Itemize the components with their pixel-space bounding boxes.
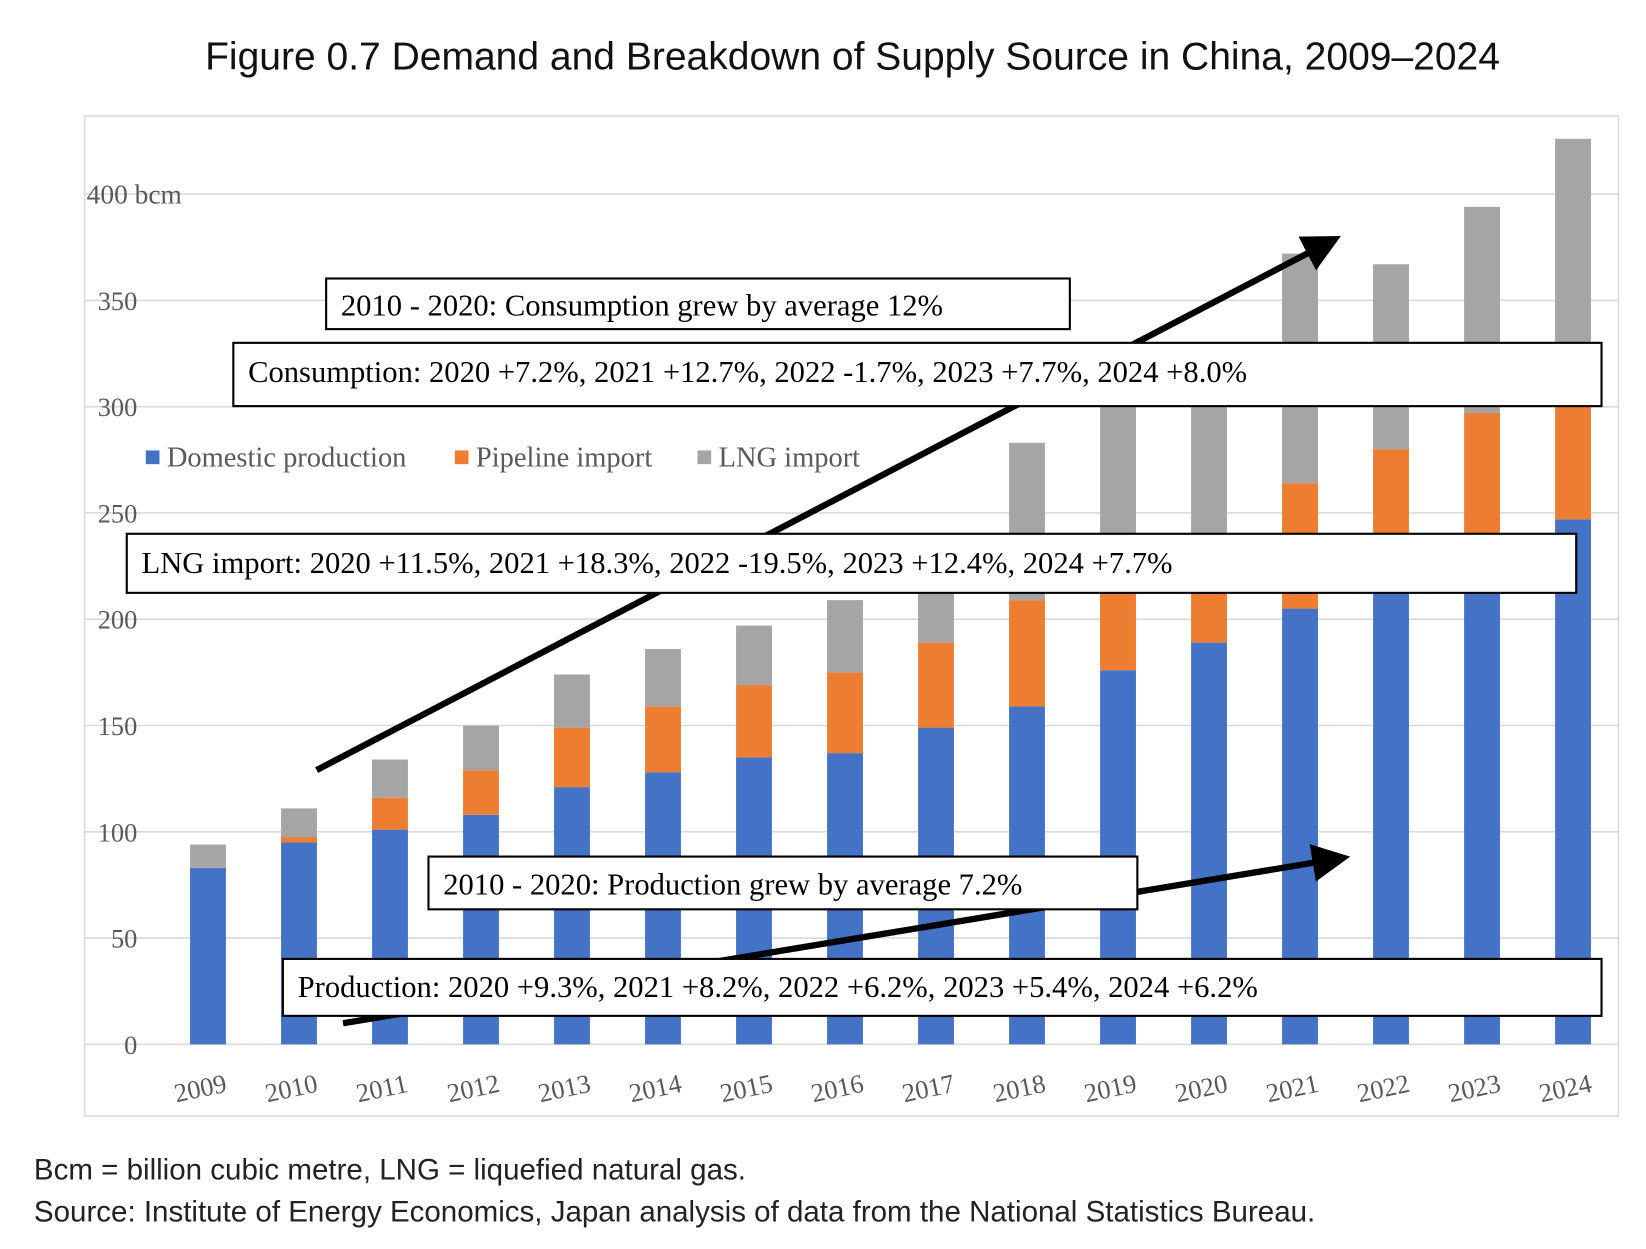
annotation-production-avg: 2010 - 2020: Production grew by average … <box>427 855 1139 911</box>
footnote-source: Source: Institute of Energy Economics, J… <box>34 1196 1315 1229</box>
bar-lng-import-2009 <box>190 844 226 868</box>
legend-swatch <box>454 450 469 465</box>
bar-pipeline-import-2018 <box>1009 600 1045 707</box>
bar-lng-import-2015 <box>736 625 772 686</box>
annotation-consumption: Consumption: 2020 +7.2%, 2021 +12.7%, 20… <box>232 341 1603 408</box>
legend-swatch <box>697 450 712 465</box>
y-tick-label: 400 bcm <box>87 180 182 210</box>
footnote-abbreviations: Bcm = billion cubic metre, LNG = liquefi… <box>34 1153 746 1186</box>
y-tick-label: 150 <box>98 712 138 741</box>
y-tick-label: 200 <box>98 606 138 635</box>
bar-lng-import-2014 <box>645 648 681 707</box>
annotation-production: Production: 2020 +9.3%, 2021 +8.2%, 2022… <box>281 957 1603 1017</box>
y-axis: 0 50 100 150 200 250 300 350 400 bcm <box>87 180 182 1060</box>
bar-pipeline-import-2014 <box>645 706 681 773</box>
bar-pipeline-import-2016 <box>827 672 863 754</box>
svg-text:2010 - 2020: Production grew b: 2010 - 2020: Production grew by average … <box>443 868 1022 902</box>
legend-swatch <box>145 450 160 465</box>
legend-label: Domestic production <box>167 442 407 473</box>
bar-lng-import-2010 <box>281 808 317 838</box>
legend: Domestic production Pipeline import LNG im… <box>145 442 861 473</box>
legend-label: LNG import <box>719 442 861 473</box>
y-tick-label: 100 <box>98 818 138 847</box>
bar-pipeline-import-2012 <box>463 770 499 815</box>
consumption-arrow <box>315 235 1341 773</box>
annotation-consumption-avg: 2010 - 2020: Consumption grew by average… <box>325 277 1071 331</box>
chart-title: Figure 0.7 Demand and Breakdown of Suppl… <box>205 36 1500 79</box>
svg-text:LNG import: 2020 +11.5%, 2021: LNG import: 2020 +11.5%, 2021 +18.3%, 20… <box>142 546 1173 580</box>
svg-text:Production: 2020 +9.3%, 2021 +: Production: 2020 +9.3%, 2021 +8.2%, 2022… <box>298 970 1258 1004</box>
y-tick-label: 300 <box>98 393 138 422</box>
bar-lng-import-2016 <box>827 600 863 673</box>
svg-text:Consumption: 2020 +7.2%, 2021: Consumption: 2020 +7.2%, 2021 +12.7%, 20… <box>248 355 1247 389</box>
y-tick-label: 50 <box>111 925 137 954</box>
annotation-lng: LNG import: 2020 +11.5%, 2021 +18.3%, 20… <box>125 532 1578 594</box>
bar-domestic-production-2009 <box>190 867 226 1045</box>
bar-pipeline-import-2017 <box>918 642 954 728</box>
bar-lng-import-2024 <box>1555 138 1591 346</box>
bar-pipeline-import-2010 <box>281 837 317 843</box>
bar-lng-import-2012 <box>463 725 499 771</box>
bar-domestic-production-2024 <box>1555 519 1591 1045</box>
bar-pipeline-import-2011 <box>372 797 408 830</box>
bar-lng-import-2011 <box>372 759 408 798</box>
y-tick-label: 350 <box>98 287 138 316</box>
legend-label: Pipeline import <box>476 442 652 473</box>
y-tick-label: 250 <box>98 499 138 528</box>
bar-lng-import-2013 <box>554 674 590 728</box>
y-tick-label: 0 <box>124 1031 137 1060</box>
bar-pipeline-import-2023 <box>1464 413 1500 556</box>
svg-text:2010 - 2020: Consumption grew: 2010 - 2020: Consumption grew by average… <box>341 288 943 322</box>
bar-pipeline-import-2015 <box>736 685 772 758</box>
bar-pipeline-import-2013 <box>554 727 590 788</box>
